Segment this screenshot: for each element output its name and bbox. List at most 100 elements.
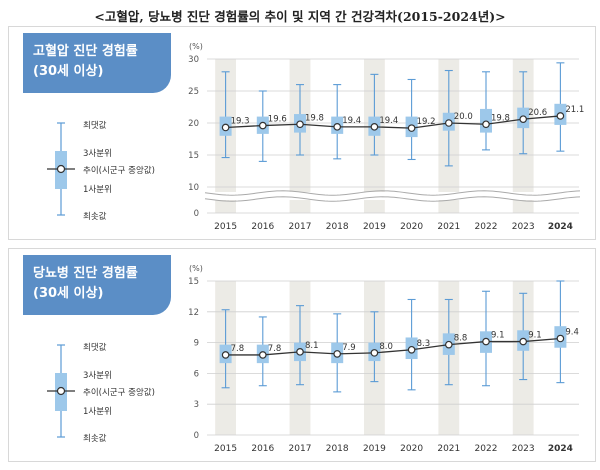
median-value-label: 8.3: [417, 339, 431, 349]
median-value-label: 19.8: [305, 113, 324, 123]
x-tick-label: 2024: [548, 222, 573, 232]
x-tick-label: 2017: [289, 444, 312, 454]
y-tick-label: 0: [194, 431, 199, 441]
median-point: [221, 351, 230, 359]
median-value-label: 9.4: [565, 327, 579, 337]
hypertension-panel: 고혈압 진단 경험률 (30세 이상) 최댓값 3사분위 추이(시군구 중앙값)…: [8, 26, 596, 240]
y-tick-label: 12: [188, 308, 199, 318]
x-tick-label: 2018: [326, 444, 349, 454]
median-point: [407, 124, 416, 132]
median-line: [225, 337, 561, 356]
median-point: [221, 123, 230, 132]
legend-boxplot-icon: [47, 122, 75, 216]
median-value-label: 9.1: [528, 331, 542, 341]
y-tick-label: 0: [194, 209, 199, 219]
median-point: [259, 121, 267, 130]
x-tick-label: 2019: [363, 444, 386, 454]
x-tick-label: 2022: [475, 444, 498, 454]
y-tick-label: 30: [188, 55, 199, 65]
median-point: [482, 120, 490, 129]
legend-q3-label: 3사분위: [83, 371, 112, 381]
x-tick-label: 2015: [214, 222, 237, 232]
median-value-label: 19.3: [231, 116, 250, 126]
y-tick-label: 15: [188, 151, 199, 161]
median-point: [370, 123, 379, 131]
legend-min-label: 최솟값: [83, 212, 107, 222]
median-point: [333, 350, 342, 358]
median-value-label: 21.1: [565, 105, 584, 115]
median-point: [370, 349, 379, 357]
median-value-label: 19.4: [342, 116, 361, 126]
page-title: <고혈압, 당뇨병 진단 경험률의 추이 및 지역 간 건강격차(2015-20…: [94, 9, 506, 24]
x-tick-label: 2024: [548, 444, 573, 454]
median-point: [519, 337, 528, 346]
median-value-label: 7.9: [342, 343, 356, 353]
x-tick-label: 2019: [363, 222, 386, 232]
diabetes-title-line2: (30세 이상): [33, 286, 104, 301]
y-tick-label: 20: [188, 119, 199, 129]
median-point: [296, 348, 304, 356]
median-point: [556, 334, 565, 343]
median-value-label: 20.0: [454, 112, 473, 122]
median-point: [556, 112, 565, 120]
legend-q1-label: 1사분위: [83, 185, 112, 195]
hypertension-chart: (%) 0 10 15 20 25 30 19.3 2015 19.6 2016 19.8 2017 19…: [188, 42, 584, 232]
axis-break-gap: [205, 192, 581, 200]
x-tick-label: 2016: [251, 444, 274, 454]
legend-max-label: 최댓값: [83, 121, 107, 131]
median-value-label: 19.2: [417, 117, 436, 127]
median-line: [225, 115, 561, 129]
legend-q1-label: 1사분위: [83, 407, 112, 417]
x-tick-label: 2020: [400, 222, 423, 232]
median-value-label: 20.6: [528, 108, 547, 118]
y-tick-label: 9: [194, 339, 199, 349]
median-point: [407, 345, 416, 354]
median-value-label: 8.1: [305, 341, 319, 351]
hypertension-title-line2: (30세 이상): [33, 64, 104, 79]
median-point: [444, 340, 453, 349]
y-tick-label: 10: [188, 183, 199, 193]
median-point: [259, 351, 267, 359]
x-tick-label: 2023: [512, 222, 535, 232]
x-tick-label: 2021: [437, 222, 460, 232]
legend-boxplot-icon: [47, 344, 75, 438]
unit-label: (%): [189, 264, 203, 273]
legend-median-label: 추이(시군구 중앙값): [83, 166, 155, 176]
y-tick-label: 3: [194, 400, 199, 410]
x-tick-label: 2021: [437, 444, 460, 454]
median-point: [482, 337, 490, 346]
y-tick-label: 15: [188, 277, 199, 287]
x-tick-label: 2022: [475, 222, 498, 232]
median-value-label: 8.8: [454, 334, 468, 344]
x-tick-label: 2016: [251, 222, 274, 232]
x-tick-label: 2018: [326, 222, 349, 232]
unit-label: (%): [189, 42, 203, 51]
diabetes-title-line1: 당뇨병 진단 경험률: [33, 266, 138, 281]
y-tick-label: 25: [188, 87, 199, 97]
axis-break-line: [204, 190, 581, 196]
legend-min-label: 최솟값: [83, 434, 107, 444]
median-point: [296, 120, 304, 129]
diabetes-title: 당뇨병 진단 경험률 (30세 이상): [23, 255, 171, 315]
axis-break-line: [204, 196, 581, 202]
median-point: [519, 115, 528, 123]
median-point: [333, 123, 342, 131]
y-tick-label: 6: [194, 369, 199, 379]
hypertension-legend: 최댓값 3사분위 추이(시군구 중앙값) 1사분위 최솟값: [27, 119, 177, 222]
legend-median-label: 추이(시군구 중앙값): [83, 388, 155, 398]
x-tick-label: 2015: [214, 444, 237, 454]
x-tick-label: 2017: [289, 222, 312, 232]
legend-max-label: 최댓값: [83, 343, 107, 353]
x-tick-label: 2023: [512, 444, 535, 454]
median-value-label: 8.0: [379, 342, 393, 352]
diabetes-legend: 최댓값 3사분위 추이(시군구 중앙값) 1사분위 최솟값: [27, 341, 177, 444]
median-value-label: 19.4: [379, 116, 398, 126]
hypertension-title: 고혈압 진단 경험률 (30세 이상): [23, 33, 171, 93]
hypertension-title-line1: 고혈압 진단 경험률: [33, 44, 138, 59]
legend-q3-label: 3사분위: [83, 149, 112, 159]
median-value-label: 19.6: [268, 115, 287, 125]
diabetes-chart: (%) 0 3 6 9 12 15 7.8 2015 7.8 2016 8.1 2017 7.9 2018 8…: [188, 264, 579, 454]
median-value-label: 19.8: [491, 113, 510, 123]
diabetes-panel: 당뇨병 진단 경험률 (30세 이상) 최댓값 3사분위 추이(시군구 중앙값)…: [8, 248, 596, 462]
median-value-label: 9.1: [491, 331, 505, 341]
